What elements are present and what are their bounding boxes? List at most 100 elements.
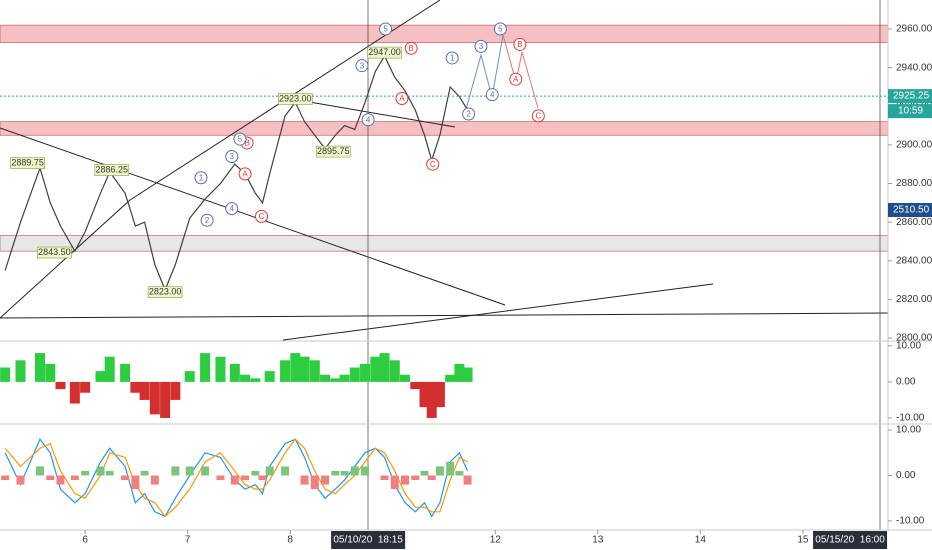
bar xyxy=(349,367,360,382)
trend-line xyxy=(282,283,714,341)
wave-label: B xyxy=(244,139,249,148)
wave-label: 3 xyxy=(360,61,365,70)
bar xyxy=(426,381,437,418)
y-tick-label: 2880.00 xyxy=(896,178,932,189)
histogram-bar xyxy=(300,475,309,485)
price-label: 2843.50 xyxy=(38,247,71,257)
wave-marker xyxy=(200,213,214,227)
histogram-bar xyxy=(131,475,140,490)
zone xyxy=(0,235,889,252)
histogram-bar xyxy=(463,475,472,485)
histogram-bar xyxy=(251,470,260,476)
histogram-bar xyxy=(411,475,420,481)
wave-label: 1 xyxy=(450,54,455,63)
histogram-bar xyxy=(171,466,180,476)
bar xyxy=(280,360,291,382)
histogram-bar xyxy=(70,475,79,481)
bar xyxy=(80,381,91,393)
wave-marker xyxy=(254,209,268,223)
histogram-bar xyxy=(390,475,399,490)
trend-line xyxy=(291,98,456,128)
histogram-bar xyxy=(310,475,319,490)
histogram-bar xyxy=(150,475,159,485)
wave-marker xyxy=(462,107,476,121)
histogram-bar xyxy=(446,461,455,476)
last-price-box xyxy=(888,89,932,104)
wave-label: A xyxy=(513,75,519,84)
price-label: 2947.00 xyxy=(368,47,401,57)
histogram-bar xyxy=(1,475,10,481)
price-label-box xyxy=(315,145,351,158)
wave-marker xyxy=(233,132,247,146)
x-tick-label: 12 xyxy=(490,535,502,546)
bar xyxy=(400,374,411,382)
bar xyxy=(215,356,226,382)
histogram-bar xyxy=(435,466,444,476)
bar xyxy=(462,367,473,382)
x-tick-label: 7 xyxy=(185,535,191,546)
histogram-bar xyxy=(427,475,436,481)
wave-label: A xyxy=(242,169,248,178)
wave-label: 5 xyxy=(383,25,388,34)
histogram-bar xyxy=(81,470,90,476)
projection-line xyxy=(502,34,539,109)
histogram-bar xyxy=(350,466,359,476)
trend-line xyxy=(0,199,131,319)
y-tick-label: 2860.00 xyxy=(896,217,932,228)
wave-label: A xyxy=(399,94,405,103)
x-tick-label: 6 xyxy=(82,535,88,546)
trend-line xyxy=(0,127,506,306)
price-label: 2923.00 xyxy=(279,93,312,103)
wave-label: C xyxy=(430,160,436,169)
cursor-label-box xyxy=(331,531,406,549)
x-tick-label: 14 xyxy=(695,535,707,546)
y-tick-label: 2940.00 xyxy=(896,62,932,73)
histogram-bar xyxy=(361,466,370,476)
price-label-box xyxy=(94,164,130,176)
bar xyxy=(379,353,390,382)
projection-line xyxy=(464,34,504,114)
histogram-bar xyxy=(265,466,274,476)
bar xyxy=(330,378,341,382)
histogram-bar xyxy=(185,466,194,476)
price-label-box xyxy=(147,286,183,298)
bar xyxy=(139,381,150,400)
wave-label: 2 xyxy=(466,110,471,119)
wave-marker xyxy=(493,22,507,36)
bar xyxy=(309,360,320,382)
wave-label: 4 xyxy=(490,90,495,99)
price-line xyxy=(4,54,469,292)
y-tick-label: -10.00 xyxy=(896,516,925,527)
wave-label: 2 xyxy=(205,216,210,225)
bar xyxy=(360,363,371,382)
wave-label: 1 xyxy=(199,173,204,182)
wave-label: C xyxy=(535,112,541,121)
price-label: 2823.00 xyxy=(149,287,182,297)
wave-marker xyxy=(225,202,239,216)
wave-marker xyxy=(485,88,499,102)
wave-label: B xyxy=(517,40,522,49)
histogram-bar xyxy=(35,466,44,476)
y-tick-label: 0.00 xyxy=(896,470,916,481)
wave-marker xyxy=(194,171,208,185)
wave-label: 4 xyxy=(366,115,371,124)
histogram-bar xyxy=(331,470,340,476)
histogram-bar xyxy=(455,470,464,476)
histogram-bar xyxy=(16,475,25,485)
wave-label: 3 xyxy=(230,152,235,161)
bar xyxy=(45,363,56,382)
histogram-bar xyxy=(420,470,429,476)
other-price: 2510.50 xyxy=(893,205,930,216)
histogram-bar xyxy=(258,475,267,481)
y-tick-label: 2800.00 xyxy=(896,333,932,344)
y-tick-label: 2840.00 xyxy=(896,255,932,266)
price-label-box xyxy=(10,157,45,169)
bar xyxy=(184,371,195,382)
price-line xyxy=(4,437,469,518)
bar xyxy=(299,356,310,382)
cursor-label: 05/15/20 16:00 xyxy=(815,535,885,546)
y-tick-label: 2820.00 xyxy=(896,294,932,305)
